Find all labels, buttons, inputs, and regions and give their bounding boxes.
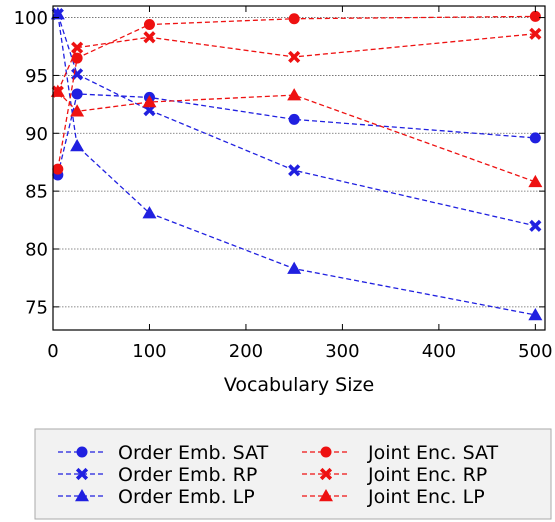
x-tick-label: 500	[518, 341, 552, 362]
x-tick-label: 100	[132, 341, 166, 362]
data-point	[143, 31, 156, 44]
legend-marker	[76, 446, 88, 458]
x-tick-label: 400	[422, 341, 456, 362]
data-point	[529, 10, 541, 22]
series-line	[57, 33, 536, 92]
legend-label: Joint Enc. SAT	[367, 442, 499, 464]
data-point	[287, 261, 302, 274]
data-point	[288, 113, 300, 125]
y-tick-label: 80	[25, 240, 48, 261]
data-point	[71, 68, 84, 81]
data-point	[528, 174, 543, 188]
legend-label: Order Emb. LP	[118, 486, 255, 508]
data-point	[288, 50, 301, 63]
series-line	[57, 13, 536, 227]
legend-label: Order Emb. SAT	[118, 442, 269, 464]
data-point	[529, 219, 542, 232]
data-point	[142, 95, 157, 108]
legend-marker	[75, 467, 89, 481]
y-tick-label: 95	[25, 66, 48, 87]
x-tick-label: 300	[325, 341, 359, 362]
legend-label: Order Emb. RP	[118, 464, 257, 486]
y-tick-label: 75	[25, 297, 48, 318]
data-point	[71, 41, 84, 54]
data-point	[528, 307, 543, 321]
series-line	[57, 93, 536, 176]
data-point	[71, 52, 83, 64]
data-point	[50, 7, 65, 20]
legend-marker	[319, 467, 333, 481]
y-tick-label: 85	[25, 182, 48, 203]
x-tick-label: 200	[229, 341, 263, 362]
data-point	[52, 163, 64, 175]
legend-label: Joint Enc. LP	[367, 486, 485, 508]
plot-series	[50, 7, 543, 321]
data-point	[70, 139, 85, 152]
legend-label: Joint Enc. RP	[367, 464, 487, 486]
y-tick-label: 100	[14, 8, 48, 29]
data-point	[143, 19, 155, 31]
series-5	[51, 27, 542, 98]
legend-marker	[319, 489, 333, 502]
legend-marker	[320, 446, 332, 458]
axis-ticks: 75 80 85 90 95 100 0 100 200 300 400 500	[14, 6, 553, 362]
x-tick-label: 0	[47, 341, 58, 362]
y-tick-label: 90	[25, 124, 48, 145]
data-point	[288, 13, 300, 25]
x-axis-label: Vocabulary Size	[224, 374, 374, 396]
data-point	[287, 88, 302, 101]
data-point	[142, 206, 157, 219]
data-point	[71, 88, 83, 100]
series-4	[52, 10, 541, 175]
data-point	[529, 27, 542, 40]
data-point	[70, 104, 85, 117]
data-point	[529, 132, 541, 144]
data-point	[288, 164, 301, 177]
legend-box	[34, 428, 552, 520]
data-point	[50, 84, 65, 97]
series-3	[50, 7, 543, 321]
series-6	[50, 84, 543, 188]
legend-marker	[75, 489, 89, 502]
plot-frame	[52, 5, 546, 331]
